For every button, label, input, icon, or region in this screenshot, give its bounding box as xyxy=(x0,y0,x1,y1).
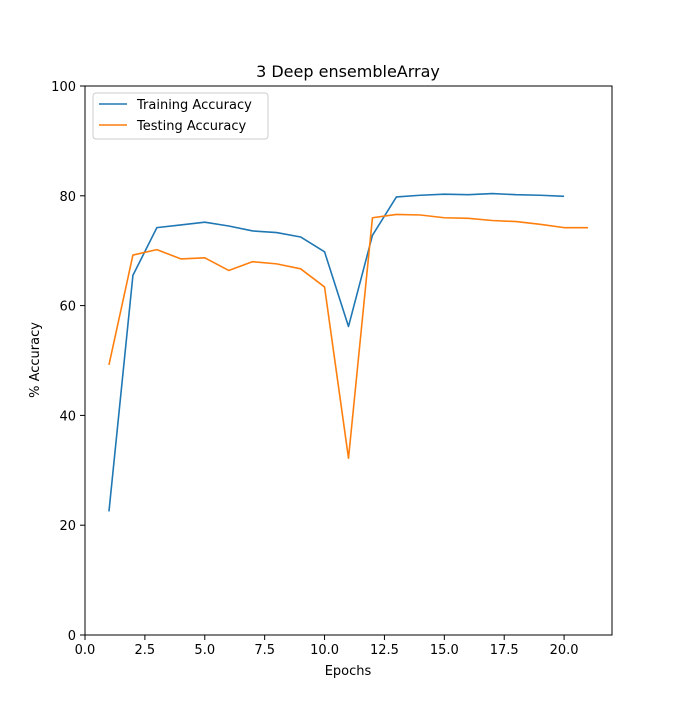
y-axis-label: % Accuracy xyxy=(28,322,43,398)
y-tick-label: 0 xyxy=(68,629,76,644)
y-tick-label: 100 xyxy=(51,80,76,95)
x-tick-label: 17.5 xyxy=(490,643,519,658)
chart-title: 3 Deep ensembleArray xyxy=(256,62,440,81)
plot-frame xyxy=(84,85,613,636)
x-tick-label: 12.5 xyxy=(370,643,399,658)
legend-label: Training Accuracy xyxy=(136,98,252,113)
x-tick-label: 20.0 xyxy=(550,643,579,658)
x-axis-label: Epochs xyxy=(325,664,372,679)
x-tick-label: 5.0 xyxy=(194,643,215,658)
y-tick-label: 20 xyxy=(59,519,76,534)
x-axis: 0.0 2.5 5.0 7.5 10.0 12.5 15.0 17.5 20.0 xyxy=(75,635,579,658)
x-tick-label: 10.0 xyxy=(310,643,339,658)
x-tick-label: 2.5 xyxy=(135,643,156,658)
y-tick-label: 80 xyxy=(59,190,76,205)
y-axis: 0 20 40 60 80 100 xyxy=(51,80,85,644)
legend: Training Accuracy Testing Accuracy xyxy=(92,92,269,140)
y-tick-label: 40 xyxy=(59,409,76,424)
series-line-training-accuracy xyxy=(108,192,565,512)
plot-area xyxy=(108,192,589,512)
x-tick-label: 7.5 xyxy=(254,643,275,658)
x-tick-label: 0.0 xyxy=(75,643,96,658)
legend-box xyxy=(92,92,269,140)
legend-label: Testing Accuracy xyxy=(136,119,246,134)
series-line-testing-accuracy xyxy=(108,213,589,460)
x-tick-label: 15.0 xyxy=(430,643,459,658)
y-tick-label: 60 xyxy=(59,300,76,315)
